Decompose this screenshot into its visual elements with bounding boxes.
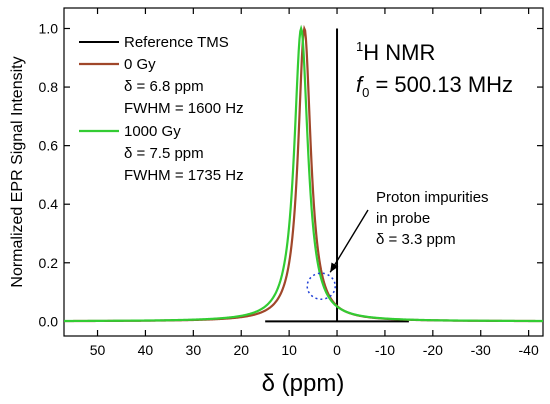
nmr-info: 1H NMR f0 = 500.13 MHz bbox=[356, 39, 513, 100]
series-line-1 bbox=[64, 24, 543, 323]
y-axis-label: Normalized EPR Signal Intensity bbox=[9, 56, 26, 287]
x-tick-label: 0 bbox=[333, 342, 341, 358]
impurity-line-1: Proton impurities bbox=[376, 189, 489, 206]
legend-detail-0gy-shift: δ = 6.8 ppm bbox=[124, 78, 204, 95]
x-axis-label: δ (ppm) bbox=[262, 370, 345, 397]
x-tick-labels: 50 40 30 20 10 0 -10 -20 -30 -40 bbox=[90, 342, 539, 358]
legend-label-reference: Reference TMS bbox=[124, 34, 229, 51]
nucleus-superscript: 1 bbox=[356, 39, 363, 54]
x-tick-label: -20 bbox=[423, 342, 443, 358]
nmr-nucleus-label: 1H NMR bbox=[356, 39, 435, 65]
frequency-variable: f bbox=[356, 72, 365, 97]
plot-frame bbox=[63, 7, 544, 337]
legend-label-1000gy: 1000 Gy bbox=[124, 123, 181, 140]
legend-detail-1000gy-shift: δ = 7.5 ppm bbox=[124, 145, 204, 162]
impurity-annotation: Proton impurities in probe δ = 3.3 ppm bbox=[376, 189, 489, 248]
impurity-line-2: in probe bbox=[376, 210, 430, 227]
impurity-arrow bbox=[329, 209, 369, 273]
impurity-marker bbox=[306, 272, 336, 300]
series-layer bbox=[64, 24, 544, 323]
y-tick-label: 0.2 bbox=[39, 255, 59, 271]
x-tick-label: -40 bbox=[519, 342, 539, 358]
y-tick-label: 1.0 bbox=[39, 21, 59, 37]
nucleus-name: H NMR bbox=[363, 40, 435, 65]
x-tick-label: 50 bbox=[90, 342, 106, 358]
legend-label-0gy: 0 Gy bbox=[124, 56, 156, 73]
frequency-subscript: 0 bbox=[362, 85, 369, 100]
y-tick-label: 0.6 bbox=[39, 138, 59, 154]
legend: Reference TMS 0 Gy δ = 6.8 ppm FWHM = 16… bbox=[79, 34, 244, 184]
frequency-value: = 500.13 MHz bbox=[369, 72, 513, 97]
x-tick-label: 20 bbox=[233, 342, 249, 358]
x-tick-label: -30 bbox=[471, 342, 491, 358]
y-tick-label: 0.8 bbox=[39, 79, 59, 95]
impurity-arrowhead bbox=[330, 262, 339, 273]
y-tick-label: 0.0 bbox=[39, 313, 59, 329]
x-tick-label: -10 bbox=[375, 342, 395, 358]
x-tick-label: 30 bbox=[186, 342, 202, 358]
y-tick-labels: 0.0 0.2 0.4 0.6 0.8 1.0 bbox=[39, 21, 59, 330]
legend-detail-1000gy-fwhm: FWHM = 1735 Hz bbox=[124, 167, 244, 184]
nmr-frequency-label: f0 = 500.13 MHz bbox=[356, 72, 513, 100]
x-tick-label: 10 bbox=[281, 342, 297, 358]
legend-detail-0gy-fwhm: FWHM = 1600 Hz bbox=[124, 100, 244, 117]
impurity-line-3: δ = 3.3 ppm bbox=[376, 231, 456, 248]
x-tick-label: 40 bbox=[138, 342, 154, 358]
reference-tms bbox=[265, 28, 409, 323]
y-tick-label: 0.4 bbox=[39, 196, 59, 212]
